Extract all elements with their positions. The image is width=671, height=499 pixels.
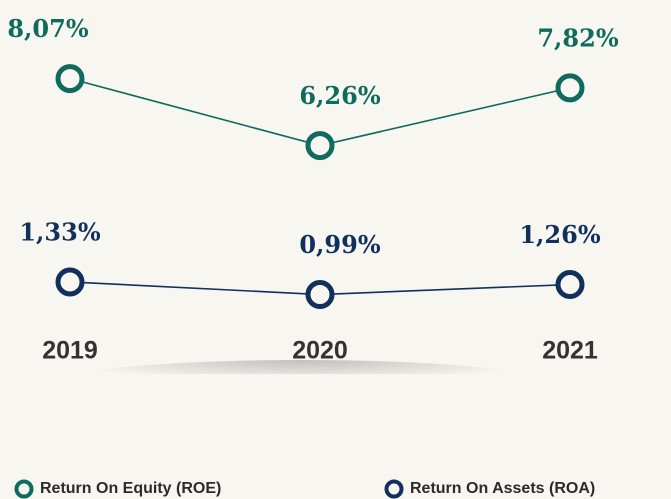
value-label: 7,82% [537, 23, 618, 52]
x-tick-label: 2021 [542, 337, 598, 365]
legend-label: Return On Assets (ROA) [410, 480, 595, 497]
legend-label: Return On Equity (ROE) [40, 480, 221, 497]
value-label: 1,26% [519, 220, 600, 249]
divider-mask [62, 374, 542, 382]
legend-marker [384, 479, 404, 499]
x-tick-label: 2020 [292, 337, 348, 365]
point [305, 280, 335, 310]
point [555, 73, 585, 103]
value-label: 1,33% [19, 217, 100, 246]
point [305, 131, 335, 161]
value-label: 0,99% [299, 230, 380, 259]
value-label: 8,07% [7, 14, 88, 43]
point [55, 267, 85, 297]
legend-marker [14, 479, 34, 499]
x-tick-label: 2019 [42, 337, 98, 365]
point [555, 270, 585, 300]
value-label: 6,26% [299, 81, 380, 110]
point [55, 64, 85, 94]
